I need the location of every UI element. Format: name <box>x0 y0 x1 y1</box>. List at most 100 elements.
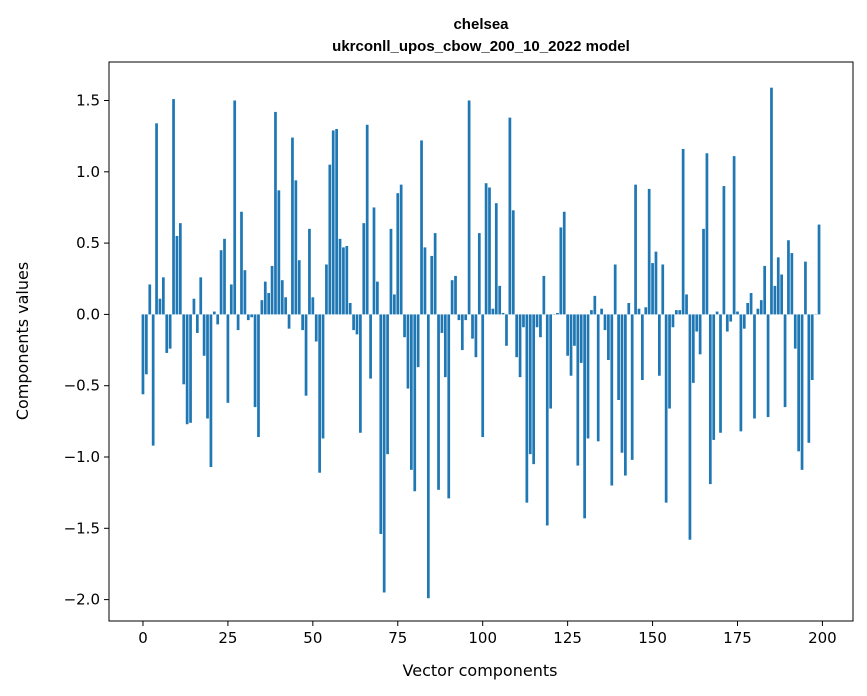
x-tick-label: 125 <box>553 629 582 647</box>
bar <box>396 193 400 315</box>
bar <box>800 314 804 470</box>
bar <box>661 264 665 315</box>
bar <box>148 284 152 315</box>
bar <box>437 314 440 490</box>
bar <box>681 148 685 315</box>
bar <box>525 314 529 503</box>
bar <box>223 238 226 315</box>
bar <box>308 228 311 315</box>
bar <box>627 303 631 315</box>
bar <box>362 223 366 315</box>
bar <box>807 314 811 443</box>
bar <box>365 124 369 315</box>
bar <box>637 308 641 315</box>
bar <box>712 314 716 440</box>
bar <box>145 314 148 375</box>
bar <box>732 156 736 315</box>
bar <box>539 314 542 338</box>
bar <box>172 99 175 315</box>
bar <box>647 188 651 315</box>
bar <box>175 235 179 315</box>
bar <box>705 153 709 315</box>
bar <box>664 314 668 503</box>
bar <box>535 314 539 328</box>
bar <box>671 314 675 328</box>
bar <box>233 100 237 315</box>
bar <box>804 261 807 315</box>
bar <box>165 314 169 353</box>
bar <box>783 314 787 408</box>
bar <box>440 314 444 333</box>
bar <box>658 314 661 376</box>
bar <box>810 314 814 381</box>
bar <box>280 280 284 315</box>
bar <box>695 314 699 332</box>
x-tick-label: 0 <box>138 629 148 647</box>
bar <box>522 314 525 328</box>
bar <box>355 314 359 335</box>
bar <box>566 314 569 356</box>
bar <box>617 314 620 400</box>
y-tick-label: 1.0 <box>76 163 100 181</box>
bar <box>505 314 508 346</box>
bar <box>725 314 729 332</box>
bar <box>297 260 301 315</box>
bar <box>715 311 719 315</box>
bar <box>651 263 654 315</box>
bar <box>494 203 498 315</box>
bar <box>389 228 393 315</box>
x-axis-label: Vector components <box>403 661 558 680</box>
y-tick-label: 1.5 <box>76 92 100 110</box>
bar <box>508 117 512 315</box>
bar <box>178 223 182 315</box>
bar <box>545 314 549 526</box>
bar <box>450 280 454 315</box>
x-tick-label: 75 <box>388 629 407 647</box>
bar <box>359 314 362 433</box>
bar <box>742 314 746 329</box>
bar <box>685 294 688 315</box>
bar <box>168 314 172 349</box>
bar <box>641 314 644 381</box>
bar <box>379 314 383 535</box>
bar <box>195 314 199 333</box>
bar <box>464 314 468 321</box>
bar <box>212 311 216 315</box>
bar <box>474 314 478 358</box>
bar <box>338 238 342 315</box>
bar <box>240 211 243 315</box>
bar <box>460 314 464 351</box>
bar <box>770 87 773 315</box>
y-axis-label: Components values <box>13 262 32 420</box>
bar <box>426 314 430 599</box>
bar <box>688 314 692 540</box>
bar <box>321 314 325 439</box>
bar <box>420 140 423 315</box>
bar <box>763 265 767 315</box>
y-tick-label: −0.5 <box>64 377 100 395</box>
bar <box>318 314 321 473</box>
y-tick-label: −2.0 <box>64 591 100 609</box>
x-tick-label: 100 <box>468 629 497 647</box>
bar <box>413 314 417 492</box>
bar <box>182 314 186 385</box>
bar <box>246 314 250 321</box>
bar <box>454 275 457 315</box>
bar <box>498 285 502 315</box>
bar <box>477 233 481 315</box>
bar <box>613 264 617 315</box>
y-tick-label: 0.0 <box>76 305 100 323</box>
bar <box>593 295 597 315</box>
bar <box>386 314 389 455</box>
x-tick-label: 25 <box>218 629 237 647</box>
bar <box>226 314 230 403</box>
bar <box>583 314 586 519</box>
bar <box>678 310 682 315</box>
chart-subtitle: ukrconll_upos_cbow_200_10_2022 model <box>332 38 630 55</box>
bar <box>576 314 580 466</box>
bar <box>403 314 406 338</box>
y-axis-ticks: −2.0 −1.5 −1.0 −0.5 0.0 0.5 1.0 1.5 <box>64 92 109 609</box>
bar <box>311 297 315 315</box>
x-tick-label: 200 <box>808 629 837 647</box>
